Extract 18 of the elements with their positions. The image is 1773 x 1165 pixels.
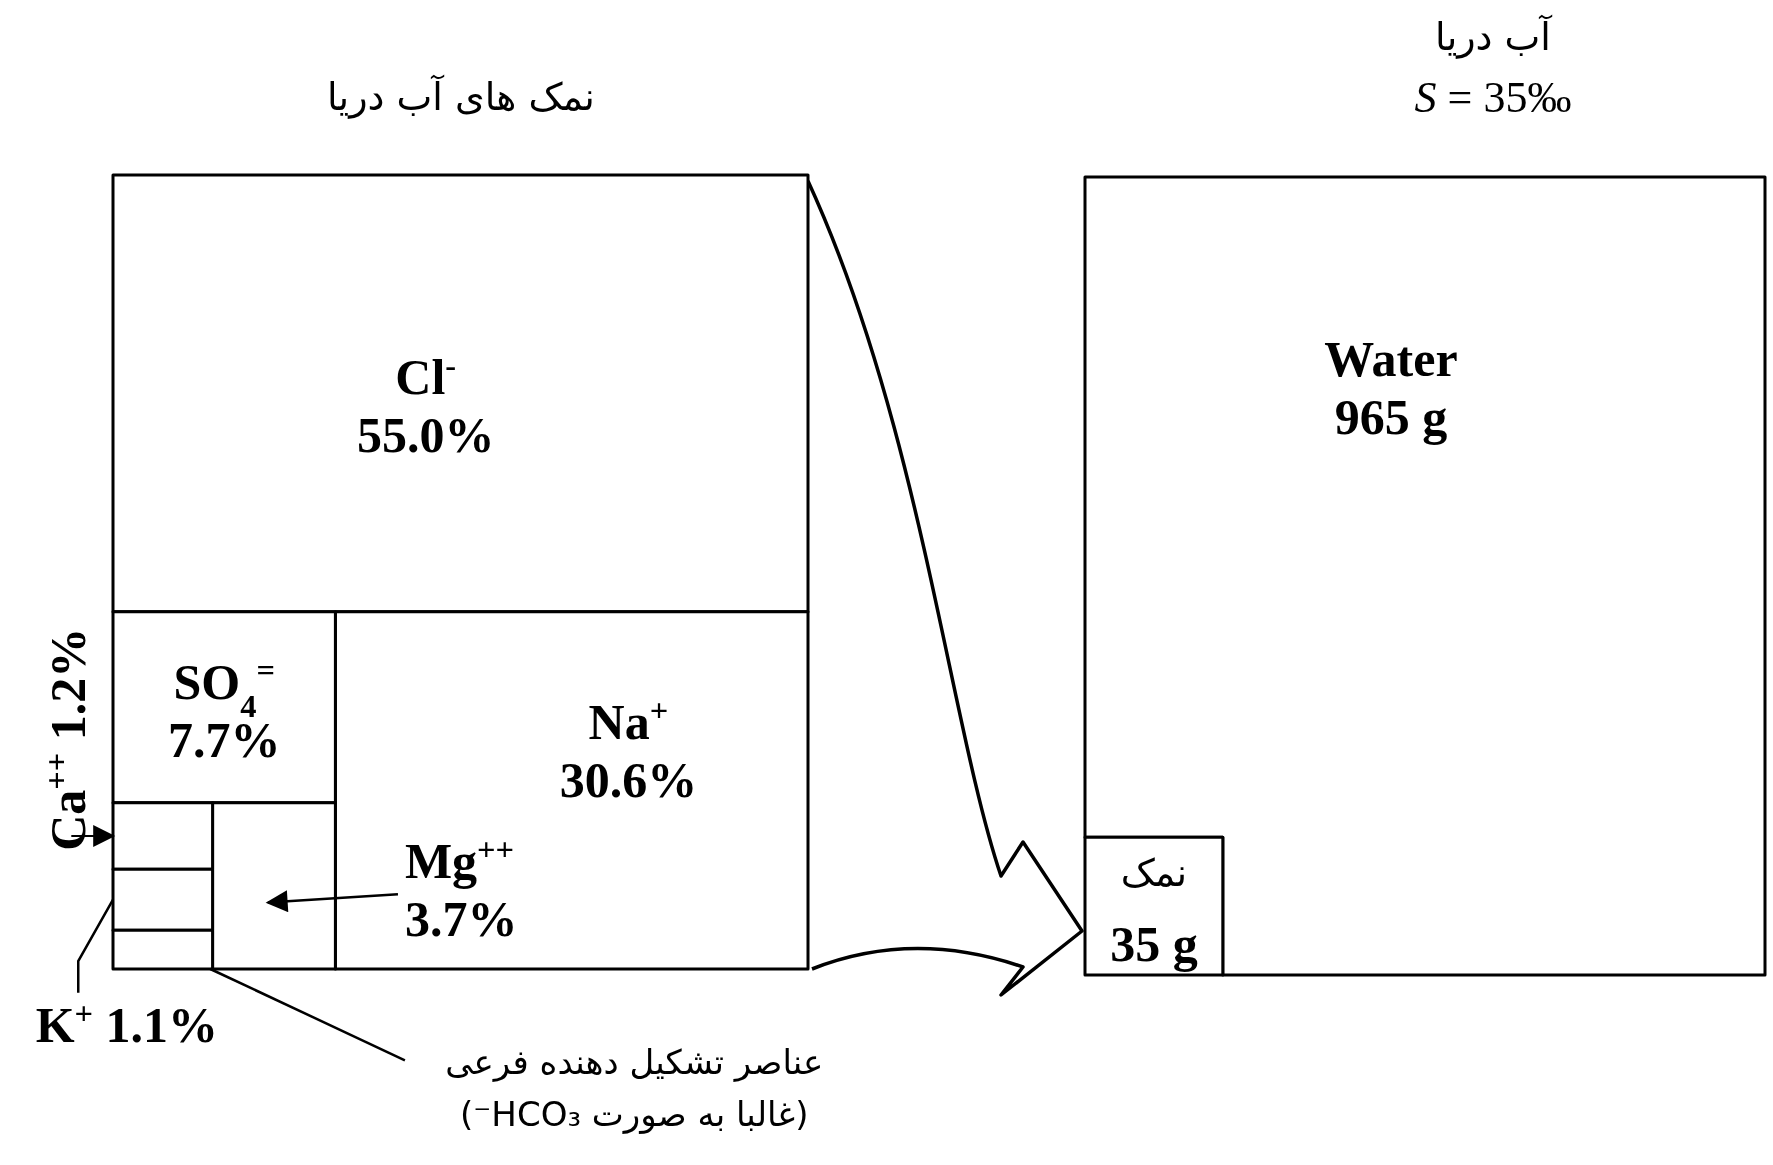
- data-label: 3.7%: [404, 890, 518, 947]
- data-label: 1.1%: [93, 996, 219, 1053]
- category-label: Water: [1324, 331, 1458, 388]
- text: نمک های آب دریا: [327, 74, 595, 119]
- category-label: Na$^{+}$: [588, 692, 669, 751]
- text: آب دریا: [1435, 14, 1553, 59]
- text: S = 35‰: [1414, 73, 1572, 122]
- data-label: 1.2%: [40, 627, 97, 753]
- data-label: 30.6%: [559, 752, 698, 809]
- data-label: 55.0%: [357, 407, 495, 464]
- data-label: 35 g: [1110, 915, 1198, 972]
- category-label: Cl$^{-}$: [395, 347, 457, 406]
- category-label: Mg$^{++}$: [404, 830, 515, 889]
- text: (غالبا به صورت HCO₃⁻): [460, 1093, 809, 1135]
- data-label: 965 g: [1334, 389, 1448, 446]
- category-label: نمک: [1120, 850, 1188, 895]
- text: عناصر تشکیل دهنده فرعی: [445, 1042, 824, 1084]
- category-label: K$^{+}$: [35, 994, 94, 1053]
